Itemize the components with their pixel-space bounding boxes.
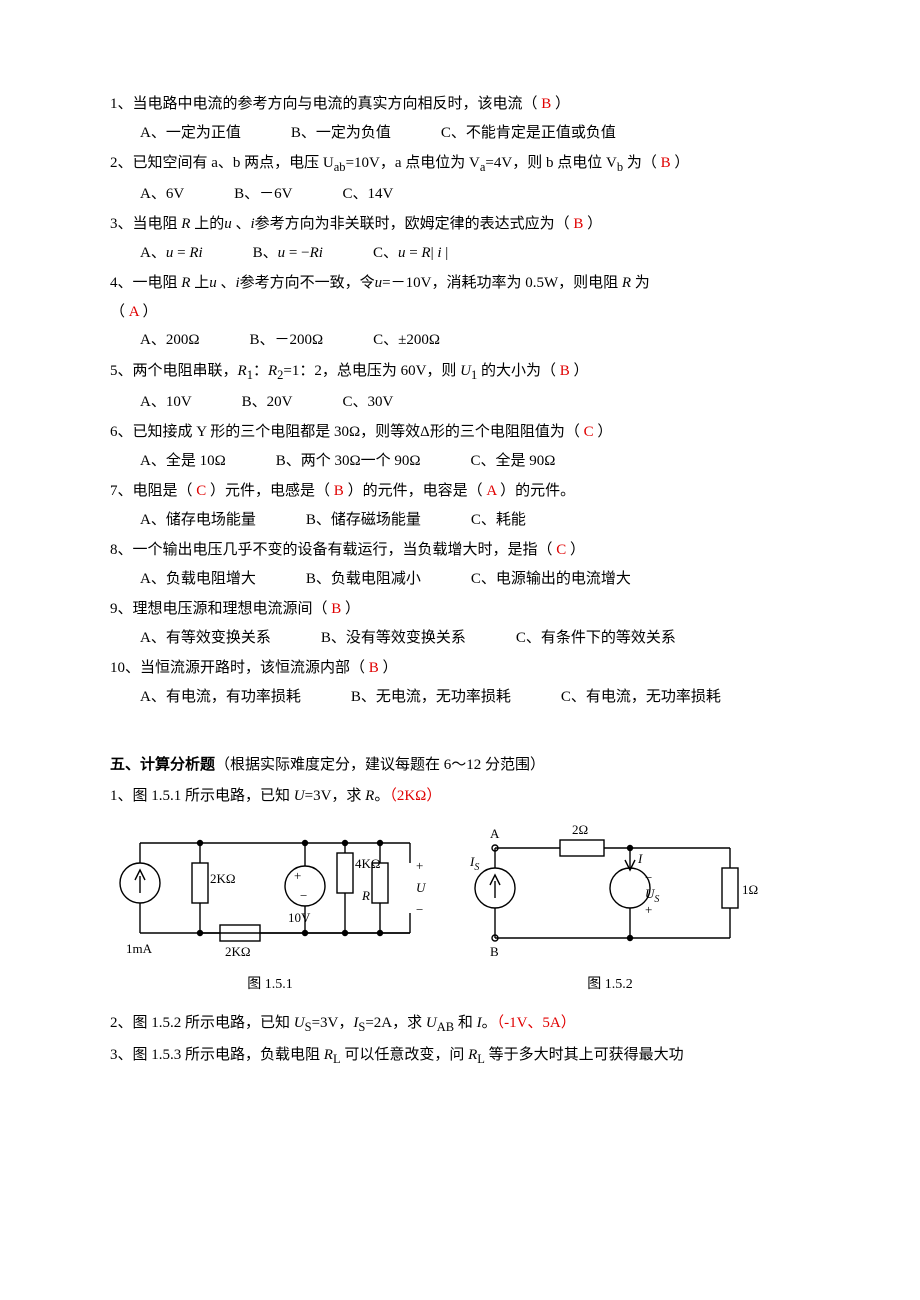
svg-text:+: + <box>416 858 423 873</box>
svg-text:1Ω: 1Ω <box>742 882 758 897</box>
question-9: 9、理想电压源和理想电流源间（ B ）A、有等效变换关系 B、没有等效变换关系 C、… <box>110 595 810 652</box>
svg-text:4KΩ: 4KΩ <box>355 856 381 871</box>
svg-text:2KΩ: 2KΩ <box>210 871 236 886</box>
section-5: 五、计算分析题（根据实际难度定分，建议每题在 6～12 分范围） 1、图 1.5… <box>110 751 810 1072</box>
option: A、一定为正值 <box>140 119 241 148</box>
question-options: A、6V B、－6V C、14V <box>110 180 810 209</box>
question-options: A、有电流，有功率损耗 B、无电流，无功率损耗 C、有电流，无功率损耗 <box>110 683 810 712</box>
question-options: A、负载电阻增大 B、负载电阻减小 C、电源输出的电流增大 <box>110 565 810 594</box>
question-options: A、u = Ri B、u = −Ri C、u = R| i | <box>110 239 810 268</box>
question-6: 6、已知接成 Y 形的三个电阻都是 30Ω，则等效Δ形的三个电阻阻值为（ C ）… <box>110 418 810 475</box>
circuit-1-5-2: A B 2Ω 1Ω IS I − US + <box>460 818 760 968</box>
option: B、两个 30Ω一个 90Ω <box>276 447 421 476</box>
svg-text:R: R <box>361 888 370 903</box>
calc-question-1: 1、图 1.5.1 所示电路，已知 U=3V，求 R。（2KΩ） <box>110 782 810 811</box>
question-1: 1、当电路中电流的参考方向与电流的真实方向相反时，该电流（ B ）A、一定为正值… <box>110 90 810 147</box>
option: A、10V <box>140 388 192 417</box>
option: C、14V <box>343 180 394 209</box>
question-stem: 10、当恒流源开路时，该恒流源内部（ B ） <box>110 654 810 683</box>
option: B、没有等效变换关系 <box>321 624 466 653</box>
question-stem: 9、理想电压源和理想电流源间（ B ） <box>110 595 810 624</box>
question-3: 3、当电阻 R 上的u 、i参考方向为非关联时，欧姆定律的表达式应为（ B ）A… <box>110 210 810 267</box>
question-options: A、全是 10Ω B、两个 30Ω一个 90Ω C、全是 90Ω <box>110 447 810 476</box>
svg-text:2Ω: 2Ω <box>572 822 588 837</box>
question-options: A、一定为正值 B、一定为负值 C、不能肯定是正值或负值 <box>110 119 810 148</box>
question-stem: 8、一个输出电压几乎不变的设备有载运行，当负载增大时，是指（ C ） <box>110 536 810 565</box>
svg-text:−: − <box>416 902 423 917</box>
option: B、u = −Ri <box>253 239 323 268</box>
option: C、耗能 <box>471 506 526 535</box>
svg-text:B: B <box>490 944 499 959</box>
question-stem: 3、当电阻 R 上的u 、i参考方向为非关联时，欧姆定律的表达式应为（ B ） <box>110 210 810 239</box>
option: C、30V <box>343 388 394 417</box>
figure-1-5-2: A B 2Ω 1Ω IS I − US + 图 1.5.2 <box>460 818 760 999</box>
option: B、负载电阻减小 <box>306 565 421 594</box>
calc-question-3: 3、图 1.5.3 所示电路，负载电阻 RL 可以任意改变，问 RL 等于多大时… <box>110 1041 810 1072</box>
option: B、20V <box>242 388 293 417</box>
question-options: A、有等效变换关系 B、没有等效变换关系 C、有条件下的等效关系 <box>110 624 810 653</box>
svg-text:+: + <box>294 868 301 883</box>
option: C、不能肯定是正值或负值 <box>441 119 616 148</box>
option: C、电源输出的电流增大 <box>471 565 631 594</box>
svg-text:−: − <box>300 888 307 903</box>
option: A、储存电场能量 <box>140 506 256 535</box>
option: B、无电流，无功率损耗 <box>351 683 511 712</box>
figure-1-5-2-caption: 图 1.5.2 <box>587 972 633 999</box>
option: B、－200Ω <box>249 326 323 355</box>
svg-text:2KΩ: 2KΩ <box>225 944 251 959</box>
option: C、全是 90Ω <box>471 447 556 476</box>
option: B、储存磁场能量 <box>306 506 421 535</box>
question-options: A、10V B、20V C、30V <box>110 388 810 417</box>
calc-question-2: 2、图 1.5.2 所示电路，已知 US=3V，IS=2A，求 UAB 和 I。… <box>110 1009 810 1040</box>
svg-text:−: − <box>645 870 652 885</box>
question-8: 8、一个输出电压几乎不变的设备有载运行，当负载增大时，是指（ C ）A、负载电阻… <box>110 536 810 593</box>
option: C、±200Ω <box>373 326 440 355</box>
question-stem: 1、当电路中电流的参考方向与电流的真实方向相反时，该电流（ B ） <box>110 90 810 119</box>
option: C、u = R| i | <box>373 239 448 268</box>
section-5-title: 五、计算分析题 <box>110 757 215 773</box>
circuit-1-5-1: 1mA 2KΩ 2KΩ 4KΩ + 10V − R + U − <box>110 818 430 968</box>
svg-text:1mA: 1mA <box>126 941 153 956</box>
option: B、一定为负值 <box>291 119 391 148</box>
svg-text:IS: IS <box>469 854 479 873</box>
option: A、负载电阻增大 <box>140 565 256 594</box>
option: A、200Ω <box>140 326 199 355</box>
option: A、有等效变换关系 <box>140 624 271 653</box>
svg-text:A: A <box>490 826 500 841</box>
svg-text:I: I <box>637 851 643 866</box>
option: B、－6V <box>234 180 292 209</box>
question-stem: 5、两个电阻串联，R1：R2=1：2，总电压为 60V，则 U1 的大小为（ B… <box>110 357 810 388</box>
option: A、6V <box>140 180 184 209</box>
figure-1-5-1: 1mA 2KΩ 2KΩ 4KΩ + 10V − R + U − 图 1.5.1 <box>110 818 430 999</box>
question-5: 5、两个电阻串联，R1：R2=1：2，总电压为 60V，则 U1 的大小为（ B… <box>110 357 810 416</box>
multiple-choice-section: 1、当电路中电流的参考方向与电流的真实方向相反时，该电流（ B ）A、一定为正值… <box>110 90 810 711</box>
section-5-note: （根据实际难度定分，建议每题在 6～12 分范围） <box>215 757 545 773</box>
option: A、u = Ri <box>140 239 203 268</box>
option: C、有条件下的等效关系 <box>516 624 676 653</box>
question-options: A、储存电场能量 B、储存磁场能量 C、耗能 <box>110 506 810 535</box>
question-2: 2、已知空间有 a、b 两点，电压 Uab=10V，a 点电位为 Va=4V，则… <box>110 149 810 208</box>
svg-text:+: + <box>645 902 652 917</box>
question-stem: 4、一电阻 R 上u 、i参考方向不一致，令u=－10V，消耗功率为 0.5W，… <box>110 269 810 326</box>
svg-text:10V: 10V <box>288 910 311 925</box>
question-stem: 6、已知接成 Y 形的三个电阻都是 30Ω，则等效Δ形的三个电阻阻值为（ C ） <box>110 418 810 447</box>
question-options: A、200Ω B、－200Ω C、±200Ω <box>110 326 810 355</box>
question-7: 7、电阻是（ C ）元件，电感是（ B ）的元件，电容是（ A ）的元件。A、储… <box>110 477 810 534</box>
svg-text:U: U <box>416 880 427 895</box>
figure-1-5-1-caption: 图 1.5.1 <box>247 972 293 999</box>
figures-row: 1mA 2KΩ 2KΩ 4KΩ + 10V − R + U − 图 1.5.1 … <box>110 818 810 999</box>
question-10: 10、当恒流源开路时，该恒流源内部（ B ）A、有电流，有功率损耗 B、无电流，无… <box>110 654 810 711</box>
question-stem: 7、电阻是（ C ）元件，电感是（ B ）的元件，电容是（ A ）的元件。 <box>110 477 810 506</box>
option: C、有电流，无功率损耗 <box>561 683 721 712</box>
option: A、有电流，有功率损耗 <box>140 683 301 712</box>
question-4: 4、一电阻 R 上u 、i参考方向不一致，令u=－10V，消耗功率为 0.5W，… <box>110 269 810 355</box>
question-stem: 2、已知空间有 a、b 两点，电压 Uab=10V，a 点电位为 Va=4V，则… <box>110 149 810 180</box>
option: A、全是 10Ω <box>140 447 226 476</box>
